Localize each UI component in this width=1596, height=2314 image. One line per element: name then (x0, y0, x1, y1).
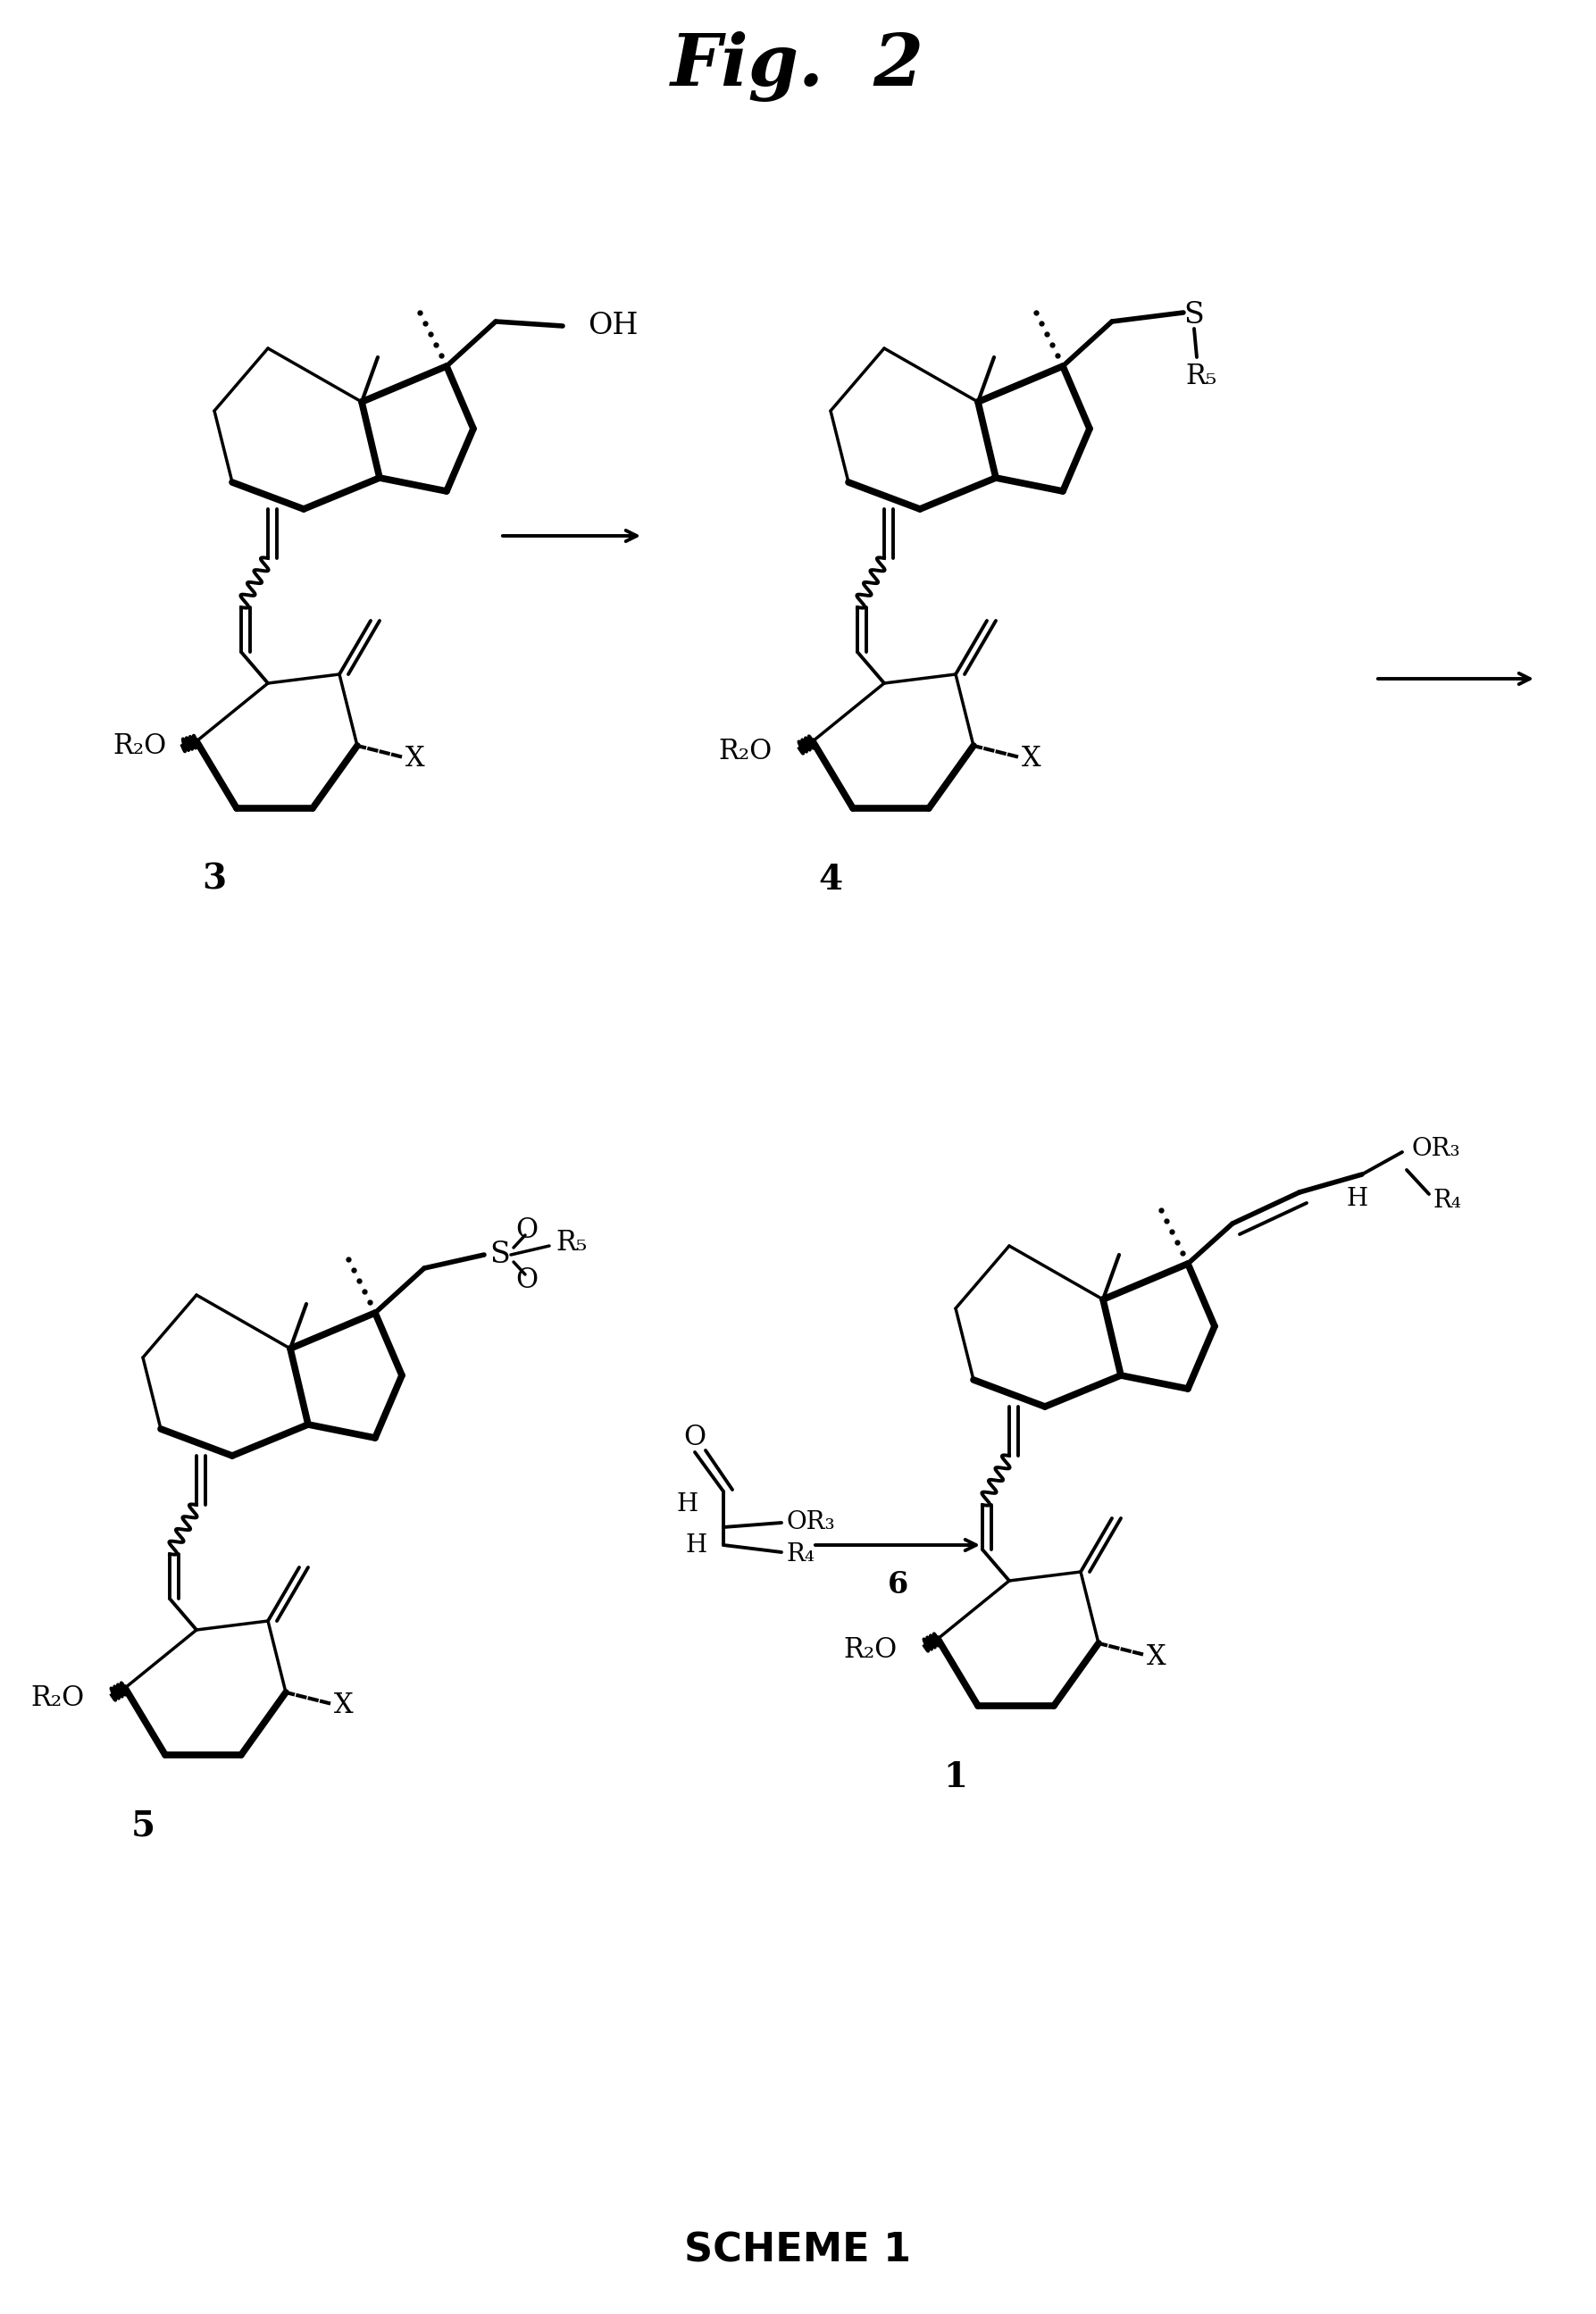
Text: O: O (683, 1423, 705, 1451)
Text: X: X (405, 745, 425, 773)
Text: H: H (677, 1493, 699, 1518)
Text: R₂O: R₂O (32, 1685, 85, 1712)
Text: OR₃: OR₃ (785, 1511, 835, 1534)
Text: S: S (490, 1240, 511, 1268)
Text: X: X (334, 1692, 353, 1719)
Text: 5: 5 (131, 1810, 155, 1844)
Text: R₄: R₄ (785, 1541, 814, 1567)
Text: R₅: R₅ (555, 1229, 587, 1257)
Text: OR₃: OR₃ (1411, 1138, 1460, 1162)
Text: O: O (516, 1266, 538, 1294)
Text: H: H (686, 1532, 707, 1557)
Text: Fig.  2: Fig. 2 (670, 32, 924, 102)
Text: R₂O: R₂O (113, 731, 168, 759)
Text: R₅: R₅ (1186, 363, 1216, 391)
Text: O: O (516, 1215, 538, 1243)
Text: R₂O: R₂O (844, 1636, 897, 1664)
Text: 6: 6 (887, 1571, 908, 1599)
Text: 1: 1 (943, 1761, 967, 1793)
Text: S: S (1184, 301, 1205, 329)
Text: R₄: R₄ (1433, 1189, 1462, 1213)
Text: R₂O: R₂O (718, 738, 772, 766)
Text: X: X (1021, 745, 1041, 773)
Text: OH: OH (587, 312, 638, 340)
Text: 4: 4 (819, 863, 843, 896)
Text: 3: 3 (203, 863, 227, 896)
Text: SCHEME 1: SCHEME 1 (685, 2231, 911, 2270)
Text: H: H (1347, 1187, 1368, 1213)
Text: X: X (1148, 1643, 1167, 1671)
